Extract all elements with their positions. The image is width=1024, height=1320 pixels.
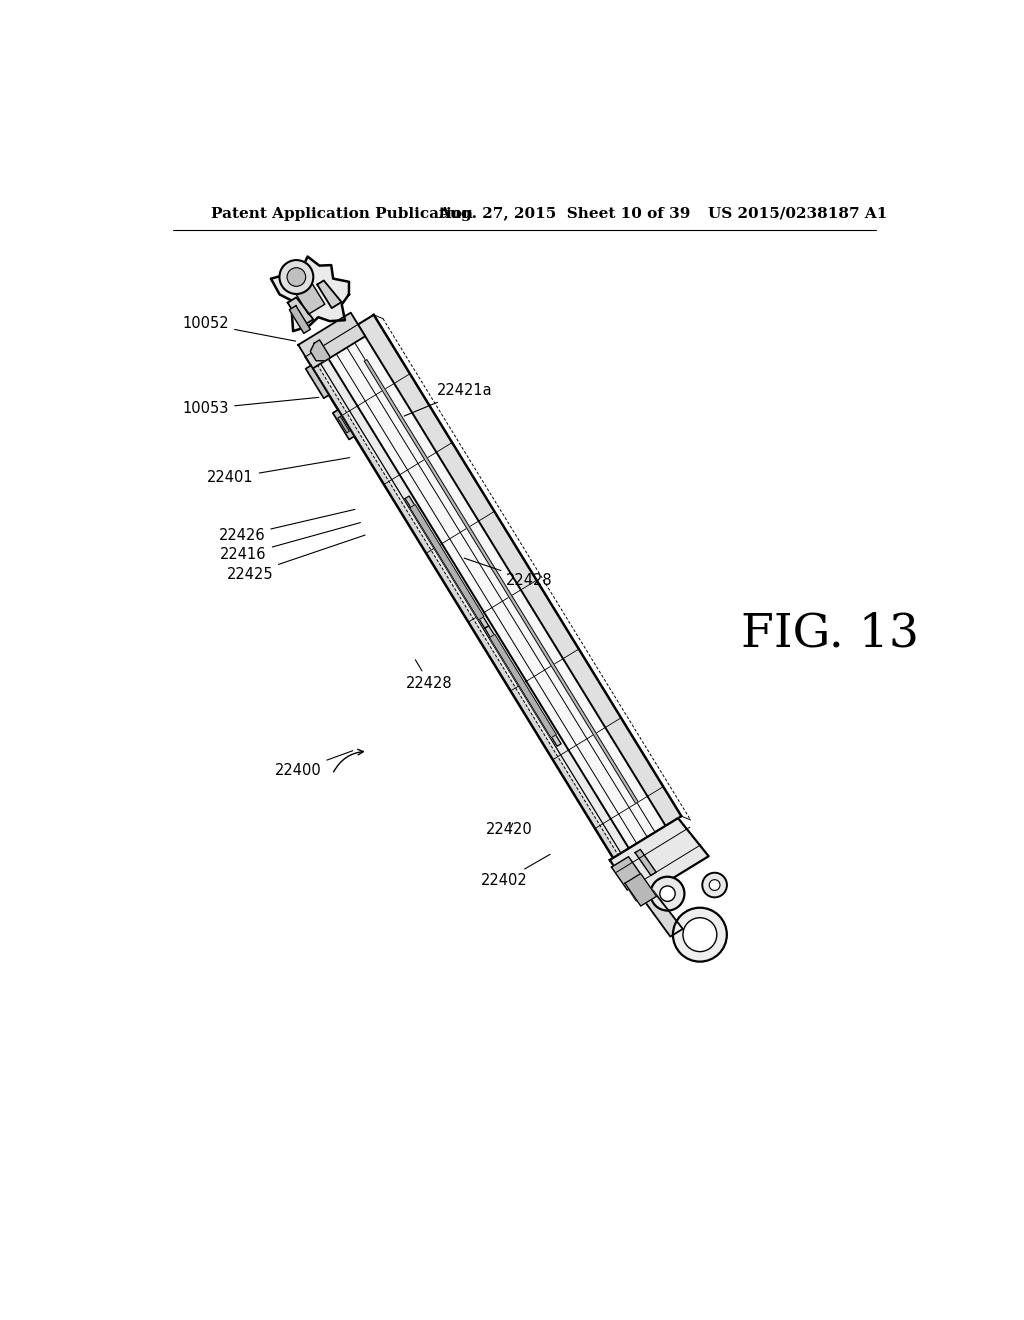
Polygon shape [317,280,342,308]
Polygon shape [290,306,310,334]
Text: 22428: 22428 [407,660,453,692]
Text: 22420: 22420 [486,822,534,837]
Circle shape [673,908,727,962]
Polygon shape [305,314,681,858]
Text: US 2015/0238187 A1: US 2015/0238187 A1 [708,207,888,220]
Circle shape [287,268,306,286]
Polygon shape [271,256,349,331]
Polygon shape [298,313,366,368]
Text: 22428: 22428 [464,558,553,587]
Polygon shape [322,325,666,849]
Polygon shape [333,409,354,440]
Polygon shape [305,347,629,858]
Polygon shape [410,504,484,620]
Polygon shape [610,818,709,900]
Text: 22400: 22400 [274,751,353,777]
Text: Aug. 27, 2015  Sheet 10 of 39: Aug. 27, 2015 Sheet 10 of 39 [438,207,691,220]
Polygon shape [642,891,683,937]
Polygon shape [611,857,644,890]
Text: 22416: 22416 [220,523,360,562]
Text: 22425: 22425 [226,535,366,582]
Circle shape [710,879,720,891]
Polygon shape [365,359,638,804]
Text: 22402: 22402 [481,854,550,888]
Circle shape [659,886,675,902]
Polygon shape [358,314,681,826]
Circle shape [702,873,727,898]
Text: FIG. 13: FIG. 13 [741,611,920,657]
Polygon shape [305,356,623,862]
Polygon shape [489,635,556,738]
Circle shape [280,260,313,294]
Text: 10053: 10053 [182,397,318,416]
Text: 22426: 22426 [219,510,355,544]
Polygon shape [288,297,313,326]
Polygon shape [294,281,325,314]
Text: 22401: 22401 [207,458,349,486]
Polygon shape [484,626,561,746]
Circle shape [650,876,684,911]
Text: 10052: 10052 [182,317,296,341]
Polygon shape [306,366,329,399]
Polygon shape [338,416,349,433]
Polygon shape [635,849,656,875]
Circle shape [683,917,717,952]
Polygon shape [310,341,331,360]
Text: Patent Application Publication: Patent Application Publication [211,207,473,220]
Text: 22421a: 22421a [404,383,493,416]
Polygon shape [625,874,656,906]
Polygon shape [406,496,488,628]
